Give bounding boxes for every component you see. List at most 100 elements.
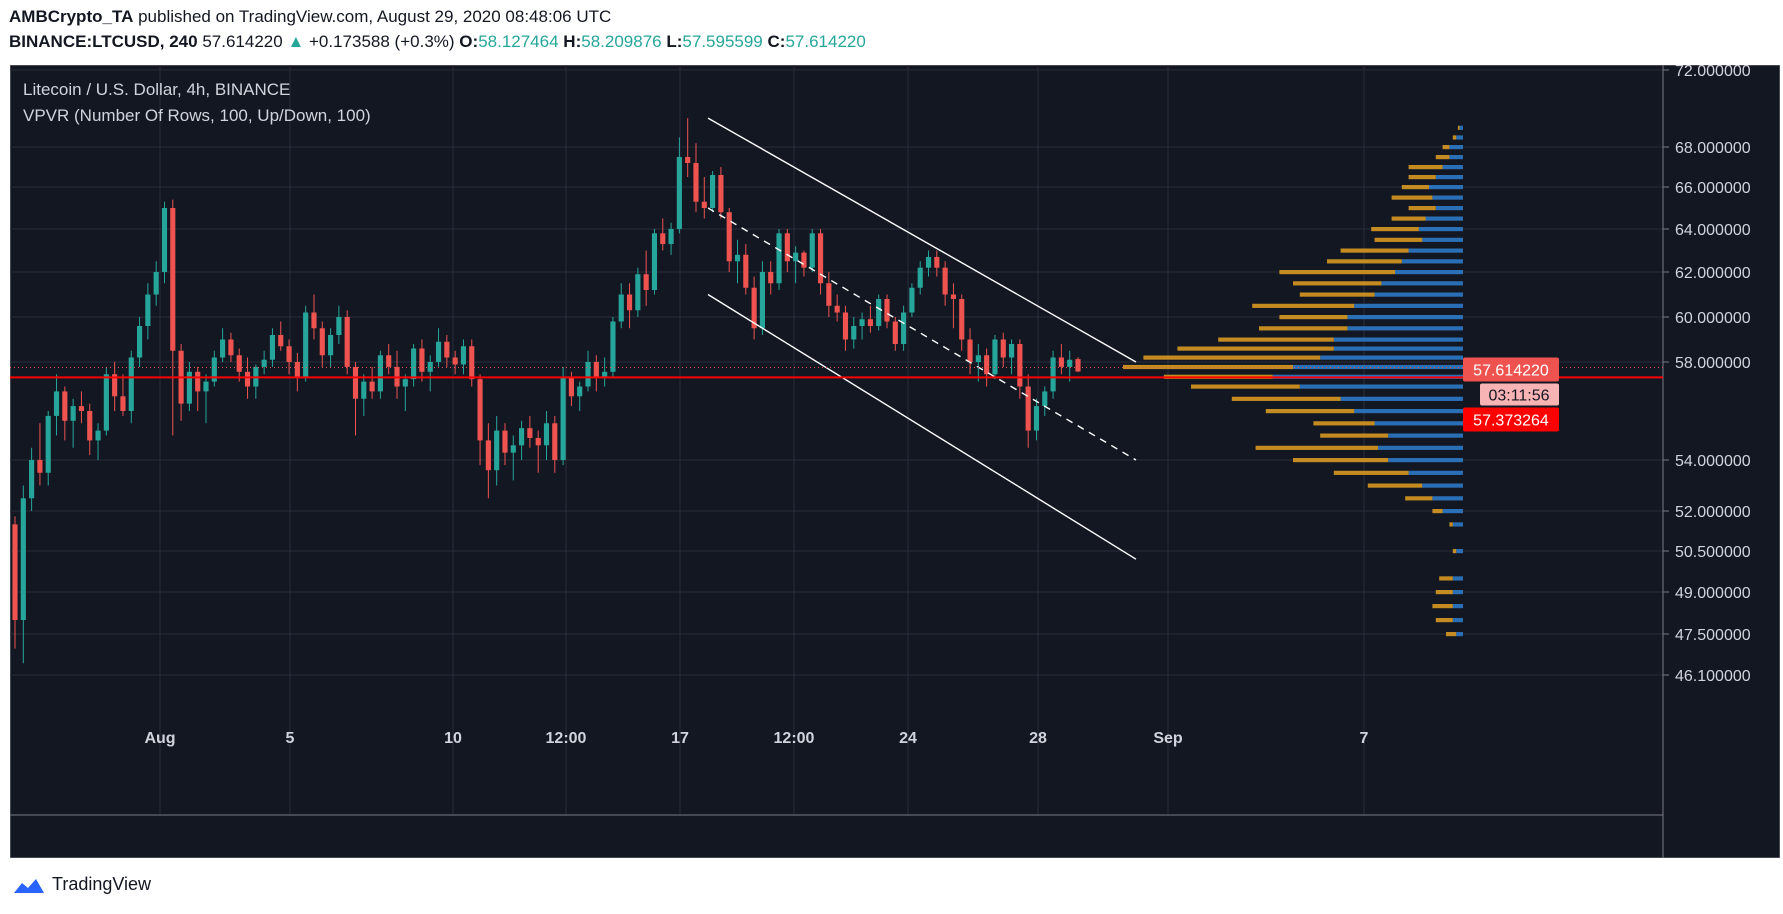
countdown-label: 03:11:56 (1488, 387, 1549, 404)
volume-profile-up-bar (1452, 522, 1463, 527)
candle-body (884, 299, 890, 322)
volume-profile-up-bar (1422, 483, 1463, 488)
candle-body (776, 233, 782, 284)
candle-body (136, 326, 143, 358)
volume-profile-up-bar (1388, 433, 1463, 438)
candle-body (1075, 359, 1081, 372)
candle-body (244, 371, 251, 387)
volume-profile-up-bar (1408, 248, 1463, 253)
candle-body (319, 328, 325, 356)
volume-profile-down-bar (1320, 433, 1389, 438)
volume-profile-up-bar (1408, 470, 1463, 475)
volume-profile-down-bar (1143, 355, 1321, 360)
candle-body (377, 355, 383, 392)
volume-profile-down-bar (1391, 216, 1426, 221)
candle-body (411, 348, 417, 380)
candle-body (543, 423, 550, 446)
time-tick-label: 24 (899, 730, 917, 747)
candle-body (145, 294, 151, 326)
candle-body (643, 274, 649, 290)
candle-body (826, 283, 832, 306)
candle-body (801, 252, 807, 268)
candle-body (460, 346, 467, 365)
candle-body (294, 362, 300, 377)
candle-body (1058, 357, 1064, 367)
author-name[interactable]: AMBCrypto_TA (9, 7, 134, 26)
candle-body (361, 381, 367, 399)
price-axis[interactable]: 72.000000 68.000000 66.000000 64.000000 62.0… (1663, 63, 1751, 685)
open-label: O: (459, 32, 479, 51)
volume-profile-down-bar (1371, 227, 1419, 232)
symbol-label: BINANCE:LTCUSD, 240 (9, 32, 198, 51)
candle-body (62, 391, 68, 421)
candle-body (311, 312, 317, 329)
price-tick-label: 66.000000 (1675, 180, 1751, 197)
candle-body (261, 359, 267, 367)
candle-body (211, 357, 217, 382)
volume-profile-down-bar (1435, 618, 1453, 623)
price-chart[interactable]: 72.000000 68.000000 66.000000 64.000000 62.0… (9, 63, 1781, 859)
candle-body (867, 319, 873, 326)
time-axis[interactable]: Aug 5 10 12:00 17 12:00 24 28 Sep 7 (144, 730, 1368, 747)
candle-body (602, 371, 608, 377)
volume-profile-down-bar (1177, 346, 1334, 351)
descending-channel[interactable] (707, 117, 1137, 560)
candle-body (519, 428, 525, 446)
volume-profile-up-bar (1401, 259, 1463, 264)
volume-profile-down-bar (1191, 384, 1300, 389)
candle-body (402, 379, 408, 387)
countdown-label-bg (1480, 383, 1559, 406)
volume-profile-down-bar (1299, 292, 1375, 297)
candle-body (369, 381, 375, 392)
close-value: 57.614220 (785, 32, 866, 51)
volume-profile-up-bar (1456, 135, 1463, 140)
volume-profile-down-bar (1408, 206, 1436, 211)
candle-body (751, 287, 757, 329)
candle-body (95, 430, 101, 441)
volume-profile-up-bar (1452, 590, 1463, 595)
candle-body (485, 440, 491, 471)
volume-profile-up-bar (1435, 175, 1463, 180)
brand-name: TradingView (52, 874, 152, 894)
volume-profile-up-bar (1340, 396, 1463, 401)
candlestick-series (12, 118, 1081, 664)
candle-body (236, 355, 242, 372)
candle-body (186, 371, 192, 404)
volume-profile-down-bar (1452, 135, 1457, 140)
candle-body (120, 396, 126, 411)
volume-profile-down-bar (1408, 165, 1443, 170)
price-tick-label: 46.100000 (1675, 668, 1751, 685)
low-label: L: (666, 32, 683, 51)
candle-body (759, 272, 765, 329)
time-tick-label: 12:00 (774, 730, 815, 747)
price-tick-label: 62.000000 (1675, 265, 1751, 282)
candle-body (618, 294, 624, 322)
candle-body (984, 355, 990, 375)
volume-profile-down-bar (1218, 337, 1334, 342)
volume-profile-up-bar (1354, 303, 1463, 308)
chart-container[interactable]: 72.000000 68.000000 66.000000 64.000000 62.0… (9, 63, 1781, 859)
volume-profile-down-bar (1367, 483, 1423, 488)
candle-body (568, 376, 574, 397)
volume-profile-up-bar (1456, 549, 1463, 554)
candle-body (427, 362, 433, 372)
candle-body (269, 335, 276, 360)
volume-profile-up-bar (1374, 421, 1463, 426)
volume-profile-up-bar (1452, 576, 1463, 581)
volume-profile-down-bar (1340, 248, 1409, 253)
indicator-legend[interactable]: VPVR (Number Of Rows, 100, Up/Down, 100) (23, 106, 371, 125)
chart-legend-title[interactable]: Litecoin / U.S. Dollar, 4h, BINANCE (23, 80, 291, 99)
candle-body (103, 374, 109, 431)
volume-profile-down-bar (1252, 303, 1355, 308)
candle-body (45, 415, 51, 473)
candle-body (195, 371, 201, 392)
volume-profile-up-bar (1442, 509, 1463, 514)
chart-background (9, 64, 1781, 859)
candle-body (676, 157, 682, 229)
candle-body (610, 321, 616, 372)
tradingview-logo[interactable]: TradingView (10, 874, 151, 895)
candle-body (386, 355, 392, 367)
candle-body (1025, 386, 1031, 431)
candle-body (909, 287, 915, 313)
volume-profile-down-bar (1457, 125, 1460, 130)
